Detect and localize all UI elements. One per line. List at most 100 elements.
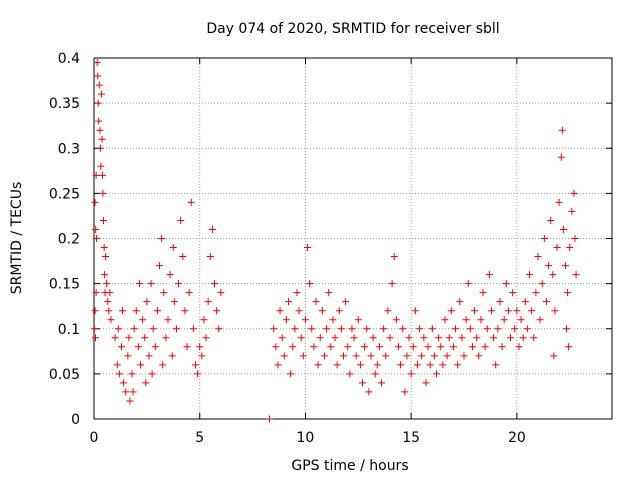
data-point	[367, 352, 375, 360]
data-point	[441, 316, 449, 324]
data-point	[325, 289, 333, 297]
data-point	[490, 334, 498, 342]
data-point	[204, 298, 212, 306]
data-point	[191, 361, 199, 369]
data-point	[291, 325, 299, 333]
data-point	[100, 216, 108, 224]
data-point	[437, 343, 445, 351]
data-point	[111, 334, 119, 342]
y-tick-label: 0	[71, 412, 80, 428]
data-point	[270, 325, 278, 333]
data-point	[170, 298, 178, 306]
data-point	[297, 334, 305, 342]
data-point	[120, 379, 128, 387]
y-tick-label: 0.1	[58, 322, 80, 338]
data-point	[346, 370, 354, 378]
data-point	[561, 262, 569, 270]
data-point	[153, 307, 161, 315]
x-tick-label: 10	[297, 430, 315, 446]
data-point	[310, 343, 318, 351]
data-point	[568, 207, 576, 215]
data-point	[202, 334, 210, 342]
data-point	[571, 235, 579, 242]
data-point	[299, 352, 307, 360]
data-point	[565, 343, 573, 351]
data-point	[93, 59, 101, 67]
data-point	[373, 361, 381, 369]
data-point	[496, 298, 504, 306]
data-point	[428, 325, 436, 333]
data-point	[344, 343, 352, 351]
data-point	[166, 271, 174, 279]
data-point	[293, 289, 301, 297]
data-point	[447, 307, 455, 315]
data-point	[563, 325, 571, 333]
data-point	[504, 307, 512, 315]
data-point	[458, 334, 466, 342]
y-tick-label: 0.15	[49, 277, 80, 293]
data-point	[359, 379, 367, 387]
data-point	[306, 280, 314, 288]
data-point	[454, 361, 462, 369]
data-point	[107, 316, 115, 324]
data-point	[98, 171, 106, 179]
data-point	[151, 343, 159, 351]
data-point	[149, 325, 157, 333]
data-point	[187, 198, 195, 206]
data-point	[126, 397, 134, 405]
data-point	[320, 352, 328, 360]
data-point	[211, 280, 219, 288]
data-point	[443, 352, 451, 360]
data-point	[98, 135, 106, 143]
data-point	[479, 289, 487, 297]
data-point	[331, 334, 339, 342]
data-point	[158, 235, 166, 242]
data-point	[492, 361, 500, 369]
data-point	[382, 352, 390, 360]
data-point	[464, 280, 472, 288]
tick-labels: 0 5 10 15 20 0 0.05 0.1 0.15 0.2 0.25 0.3 0.35 0.4	[49, 51, 526, 446]
data-point	[361, 343, 369, 351]
data-point	[333, 361, 341, 369]
data-point	[559, 225, 567, 233]
data-point	[304, 244, 312, 252]
data-point	[135, 280, 143, 288]
data-point	[99, 189, 107, 197]
data-point	[339, 352, 347, 360]
data-point	[564, 289, 572, 297]
data-point	[196, 343, 204, 351]
data-point	[318, 307, 326, 315]
data-point	[532, 289, 540, 297]
data-point	[94, 72, 102, 80]
data-point	[502, 280, 510, 288]
data-point	[106, 289, 114, 297]
data-point	[278, 334, 286, 342]
grid-lines	[94, 58, 612, 419]
data-point	[494, 325, 502, 333]
data-point	[276, 307, 284, 315]
data-point	[460, 352, 468, 360]
data-point	[295, 307, 303, 315]
data-point	[547, 216, 555, 224]
data-point	[102, 253, 110, 261]
data-point	[200, 316, 208, 324]
data-point	[530, 334, 538, 342]
data-point	[424, 343, 432, 351]
data-point	[534, 253, 542, 261]
data-point	[352, 352, 360, 360]
data-point	[378, 379, 386, 387]
data-point	[162, 334, 170, 342]
data-point	[159, 361, 167, 369]
data-point	[517, 316, 525, 324]
data-point	[194, 370, 202, 378]
data-point	[148, 370, 156, 378]
data-point	[386, 334, 394, 342]
data-point	[485, 271, 493, 279]
data-point	[557, 153, 565, 161]
x-tick-label: 5	[195, 430, 204, 446]
data-point	[551, 307, 559, 315]
data-point	[399, 325, 407, 333]
data-point	[477, 316, 485, 324]
data-point	[93, 235, 101, 242]
